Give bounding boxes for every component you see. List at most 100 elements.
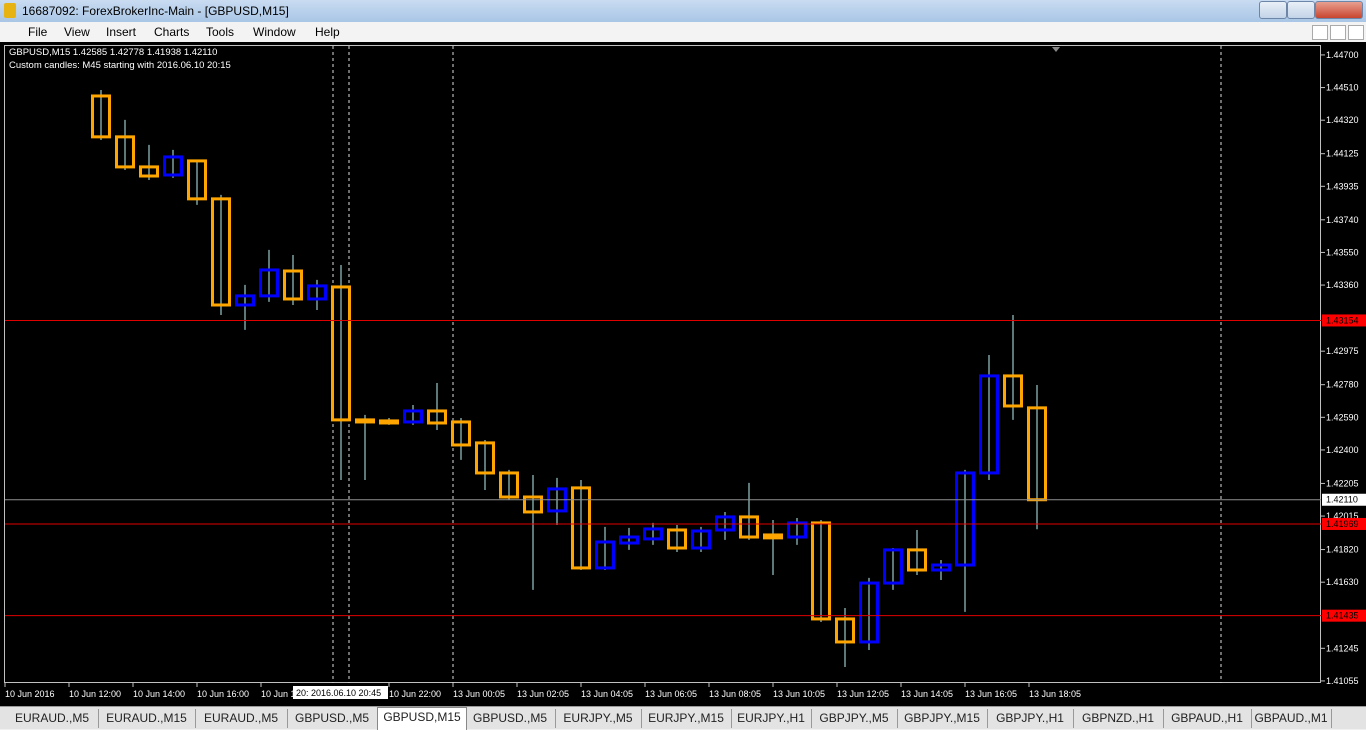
- candle-body: [163, 155, 183, 177]
- y-tick-label: 1.43550: [1326, 247, 1359, 257]
- candle-body: [859, 581, 879, 644]
- x-tick-label: 13 Jun 04:05: [581, 689, 633, 699]
- maximize-button[interactable]: [1287, 1, 1315, 19]
- chart-tab[interactable]: EURAUD.,M5: [6, 709, 99, 728]
- info-line: GBPUSD,M15 1.42585 1.42778 1.41938 1.421…: [9, 47, 217, 58]
- price-tag: [1322, 314, 1366, 327]
- y-tick-label: 1.43360: [1326, 280, 1359, 290]
- x-tick-label: 10 Jun 2016: [5, 689, 55, 699]
- crosshair-label: 20: 2016.06.10 20:45: [296, 688, 381, 698]
- y-tick-label: 1.42015: [1326, 511, 1359, 521]
- app-icon: [4, 3, 16, 18]
- candle-body: [619, 535, 639, 545]
- y-tick-label: 1.42780: [1326, 380, 1359, 390]
- chart-tab[interactable]: GBPAUD.,H1: [1163, 709, 1252, 728]
- menu-item[interactable]: Tools: [206, 25, 235, 39]
- candle-body: [643, 527, 663, 541]
- chart-tab[interactable]: EURJPY.,M5: [555, 709, 642, 728]
- close-button[interactable]: [1315, 1, 1363, 19]
- y-tick-label: 1.41055: [1326, 676, 1359, 686]
- y-tick-label: 1.43740: [1326, 215, 1359, 225]
- y-tick-label: 1.42400: [1326, 445, 1359, 455]
- candle-body: [259, 268, 279, 298]
- y-tick-label: 1.41630: [1326, 577, 1359, 587]
- chart-tab[interactable]: GBPUSD.,M5: [287, 709, 378, 728]
- menu-item[interactable]: Charts: [154, 25, 190, 39]
- chart-tab[interactable]: GBPUSD.,M5: [465, 709, 556, 728]
- candle-body: [907, 548, 927, 572]
- candle-body: [91, 94, 111, 139]
- title-bar: 16687092: ForexBrokerInc-Main - [GBPUSD,…: [0, 0, 1366, 22]
- x-tick-label: 13 Jun 08:05: [709, 689, 761, 699]
- menu-item[interactable]: Help: [315, 25, 340, 39]
- y-tick-label: 1.42590: [1326, 412, 1359, 422]
- chart-tabs: EURAUD.,M5 EURAUD.,M15 EURAUD.,M5 GBPUSD.,M…: [0, 706, 1366, 730]
- candle-body: [883, 548, 903, 585]
- chart-tab[interactable]: EURAUD.,M15: [98, 709, 196, 728]
- x-tick-label: 10 Jun 16:00: [197, 689, 249, 699]
- y-tick-label: 1.42975: [1326, 346, 1359, 356]
- chart-tab[interactable]: GBPUSD,M15: [377, 707, 467, 730]
- price-tag-label: 1.42110: [1326, 495, 1358, 505]
- candle-body: [523, 495, 543, 514]
- x-tick-label: 10 Jun 18:00: [261, 689, 313, 699]
- candle-body: [403, 409, 423, 424]
- menu-item[interactable]: View: [64, 25, 90, 39]
- chart-tab[interactable]: EURJPY.,H1: [731, 709, 812, 728]
- candle-body: [355, 418, 375, 424]
- menu-item[interactable]: Insert: [106, 25, 137, 39]
- x-tick-label: 13 Jun 14:05: [901, 689, 953, 699]
- candle-body: [115, 135, 135, 169]
- y-tick-label: 1.41820: [1326, 545, 1359, 555]
- x-tick-label: 13 Jun 12:05: [837, 689, 889, 699]
- chart-tab[interactable]: GBPJPY.,M15: [897, 709, 988, 728]
- mdi-close[interactable]: [1348, 25, 1364, 40]
- candle-body: [427, 409, 447, 425]
- candle-body: [955, 471, 975, 567]
- candle-body: [763, 533, 783, 540]
- chart-tab[interactable]: GBPJPY.,M5: [811, 709, 898, 728]
- chart-tab[interactable]: GBPAUD.,M1: [1251, 709, 1332, 728]
- chart: GBPUSD,M15 1.42585 1.42778 1.41938 1.421…: [0, 42, 1366, 706]
- menu-bar: File View Insert Charts Tools Window Hel…: [0, 22, 1366, 42]
- x-tick-label: 10 Jun 12:00: [69, 689, 121, 699]
- candle-body: [499, 471, 519, 499]
- y-tick-label: 1.44320: [1326, 115, 1359, 125]
- shift-marker: [1052, 47, 1060, 52]
- mdi-restore[interactable]: [1330, 25, 1346, 40]
- y-tick-label: 1.42205: [1326, 478, 1359, 488]
- candle-body: [571, 486, 591, 570]
- menu-item[interactable]: Window: [253, 25, 296, 39]
- minimize-button[interactable]: [1259, 1, 1287, 19]
- price-tag: [1322, 493, 1366, 506]
- y-tick-label: 1.44700: [1326, 50, 1359, 60]
- x-tick-label: 10 Jun 22:00: [389, 689, 441, 699]
- candle-body: [451, 420, 471, 447]
- y-tick-label: 1.43935: [1326, 181, 1359, 191]
- x-tick-label: 13 Jun 00:05: [453, 689, 505, 699]
- candle-body: [595, 540, 615, 570]
- price-tag-label: 1.41435: [1326, 611, 1359, 621]
- price-tag-label: 1.43154: [1326, 315, 1359, 325]
- candle-body: [475, 441, 495, 475]
- candle-body: [187, 159, 207, 201]
- candle-body: [139, 165, 159, 178]
- candle-body: [379, 419, 399, 425]
- chart-tab[interactable]: GBPNZD.,H1: [1073, 709, 1164, 728]
- chart-tab[interactable]: EURAUD.,M5: [195, 709, 288, 728]
- x-tick-label: 13 Jun 10:05: [773, 689, 825, 699]
- x-tick-label: 13 Jun 18:05: [1029, 689, 1081, 699]
- mdi-minimize[interactable]: [1312, 25, 1328, 40]
- crosshair-tag: [293, 686, 388, 699]
- chart-tab[interactable]: GBPJPY.,H1: [987, 709, 1074, 728]
- y-tick-label: 1.44125: [1326, 149, 1359, 159]
- candle-body: [235, 294, 255, 307]
- menu-item[interactable]: File: [28, 25, 48, 39]
- candle-body: [691, 529, 711, 550]
- candle-body: [715, 515, 735, 532]
- x-tick-label: 10 Jun 14:00: [133, 689, 185, 699]
- chart-tab[interactable]: EURJPY.,M15: [641, 709, 732, 728]
- plot-border: [4, 45, 1321, 683]
- candle-body: [979, 374, 999, 475]
